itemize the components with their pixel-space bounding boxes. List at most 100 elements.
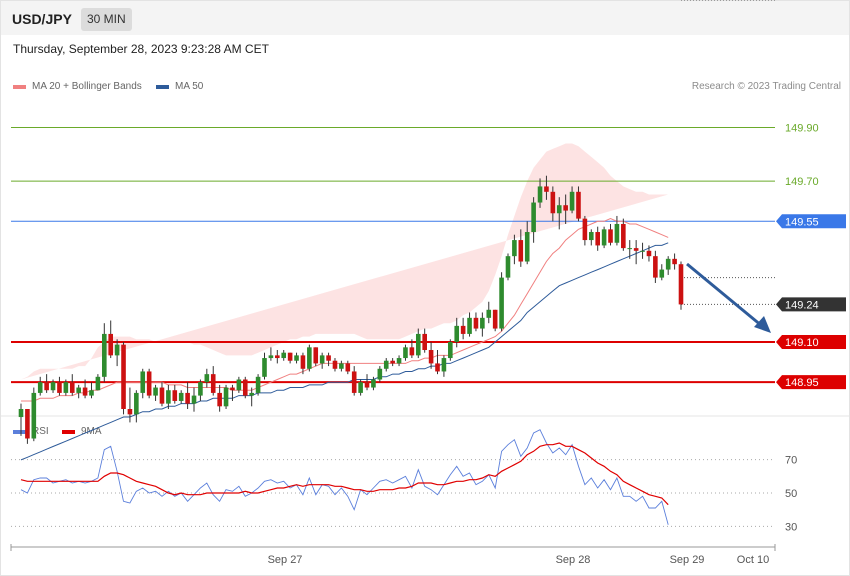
ma9-swatch <box>62 429 75 434</box>
candle <box>531 197 536 243</box>
candle <box>217 384 222 412</box>
candle <box>287 352 293 364</box>
candle <box>178 390 184 404</box>
candle <box>377 366 383 383</box>
symbol-label: USD/JPY <box>12 11 72 27</box>
forecast-arrow-layer <box>686 262 771 333</box>
candle <box>582 215 588 246</box>
candle <box>108 320 114 359</box>
level-tag <box>776 334 846 349</box>
candle <box>25 409 30 444</box>
rsi-line <box>20 429 669 525</box>
candle <box>63 379 69 396</box>
candle <box>403 344 408 361</box>
rsi-tick-label: 70 <box>785 455 797 467</box>
candle <box>82 379 88 399</box>
time-tick-label: Oct 10 <box>737 554 769 566</box>
candle <box>326 352 331 367</box>
candle <box>653 250 658 283</box>
forecast-arrow <box>686 262 763 328</box>
candle <box>121 341 126 415</box>
candle <box>57 376 62 396</box>
candle <box>524 221 530 265</box>
credit-text: Research © 2023 Trading Central <box>691 81 841 92</box>
legend-ma20-label: MA 20 + Bollinger Bands <box>32 81 142 92</box>
candle <box>255 374 261 396</box>
candle <box>486 301 492 324</box>
candle <box>422 328 427 353</box>
level-tag <box>776 375 846 390</box>
bollinger-band-area <box>21 143 669 380</box>
candle <box>153 384 158 401</box>
legend-rsi-label: RSI <box>32 426 49 437</box>
candle <box>307 344 312 372</box>
legend-ma20: MA 20 + Bollinger Bands <box>13 81 142 92</box>
forecast-arrow-head <box>754 316 771 333</box>
candle <box>319 352 325 369</box>
candle <box>127 387 133 423</box>
legend-rsi: RSI <box>13 426 49 437</box>
candle <box>191 387 197 412</box>
candle <box>595 226 600 251</box>
candle <box>621 218 626 251</box>
rsi-9ma-line <box>20 442 669 506</box>
candle <box>441 355 447 377</box>
candle <box>640 242 645 259</box>
time-tick-label: Sep 29 <box>670 554 705 566</box>
rsi-tick-label: 30 <box>785 521 797 533</box>
candle <box>371 376 376 391</box>
level-tag <box>776 297 846 312</box>
candle <box>294 352 299 364</box>
candle <box>275 350 280 364</box>
candle <box>383 358 389 372</box>
candle <box>223 384 229 409</box>
candle <box>608 223 613 246</box>
candle <box>198 379 203 401</box>
legend-ma50-label: MA 50 <box>175 81 204 92</box>
candle <box>364 374 370 391</box>
candle <box>659 264 665 281</box>
candle <box>18 403 24 436</box>
candle <box>351 366 357 396</box>
bollinger-band-layer <box>21 143 669 380</box>
candle <box>50 379 56 393</box>
candle <box>230 384 235 401</box>
candle <box>601 226 607 249</box>
candle <box>300 352 306 375</box>
candle <box>249 387 254 407</box>
candle <box>460 317 466 340</box>
legend-9ma-label: 9MA <box>81 426 102 437</box>
candle <box>37 376 43 396</box>
chart-header: USD/JPY 30 MIN <box>1 1 849 35</box>
candle <box>89 382 94 399</box>
candle <box>313 347 319 367</box>
candle <box>537 178 543 208</box>
candle <box>159 382 165 407</box>
candle <box>242 376 248 399</box>
level-label: 149.90 <box>785 122 819 134</box>
candle <box>210 366 216 396</box>
ma20-swatch <box>13 84 26 89</box>
candle <box>358 379 363 396</box>
candle <box>492 309 498 332</box>
candle <box>627 240 633 259</box>
level-label: 149.24 <box>785 299 819 311</box>
candle <box>236 376 242 393</box>
candle <box>646 245 652 262</box>
candle <box>415 328 421 359</box>
timeframe-button[interactable]: 30 MIN <box>81 8 132 31</box>
candle <box>69 374 75 396</box>
candle <box>31 387 37 442</box>
candle <box>146 368 152 399</box>
candle <box>172 384 178 404</box>
candle <box>633 240 639 265</box>
candle <box>114 339 120 367</box>
level-label: 149.10 <box>785 337 819 349</box>
candle <box>268 347 274 361</box>
candle <box>556 197 562 230</box>
time-tick-label: Sep 28 <box>556 554 591 566</box>
candle <box>467 312 472 337</box>
candle <box>332 358 338 372</box>
candle <box>166 384 171 409</box>
